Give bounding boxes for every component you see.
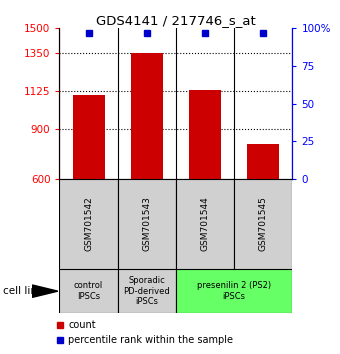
Text: GSM701544: GSM701544 [201,196,209,251]
Text: GSM701545: GSM701545 [259,196,268,251]
Bar [73,95,105,179]
Text: GSM701543: GSM701543 [142,196,151,251]
Bar [189,90,221,179]
Text: GSM701542: GSM701542 [84,196,93,251]
Text: control
IPSCs: control IPSCs [74,281,103,301]
Bar [59,269,118,313]
Bar [59,179,118,269]
Bar [118,269,176,313]
Legend: count, percentile rank within the sample: count, percentile rank within the sample [52,316,237,349]
Bar [176,269,292,313]
Bar [247,144,279,179]
Bar [131,53,163,179]
Bar [176,179,234,269]
Polygon shape [32,285,58,297]
Text: cell line: cell line [3,286,44,296]
Text: Sporadic
PD-derived
iPSCs: Sporadic PD-derived iPSCs [123,276,170,306]
Bar [118,179,176,269]
Title: GDS4141 / 217746_s_at: GDS4141 / 217746_s_at [96,14,256,27]
Bar [234,179,292,269]
Text: presenilin 2 (PS2)
iPSCs: presenilin 2 (PS2) iPSCs [197,281,271,301]
